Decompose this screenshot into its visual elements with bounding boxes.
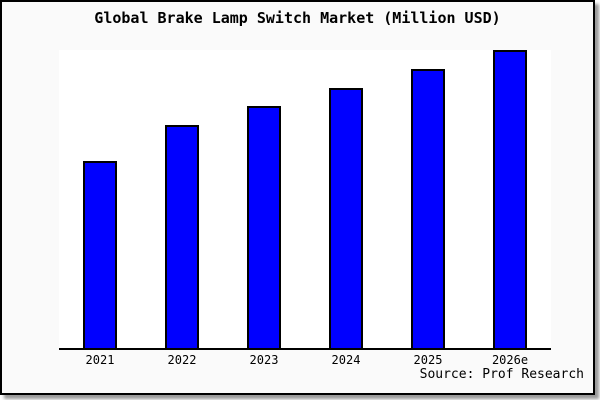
source-note: Source: Prof Research — [419, 367, 584, 382]
bar-2022 — [165, 125, 199, 348]
x-axis-label-2023: 2023 — [249, 353, 279, 367]
bar-2021 — [83, 161, 117, 348]
chart-title: Global Brake Lamp Switch Market (Million… — [94, 9, 501, 27]
x-axis-label-2022: 2022 — [167, 353, 197, 367]
x-axis-label-2021: 2021 — [85, 353, 115, 367]
bar-2024 — [329, 88, 363, 348]
bar-2025 — [411, 69, 445, 348]
bar-2026e — [493, 50, 527, 348]
bar-2023 — [247, 106, 281, 348]
x-axis-label-2026e: 2026e — [491, 353, 529, 367]
x-axis-label-2024: 2024 — [331, 353, 361, 367]
x-axis-label-2025: 2025 — [413, 353, 443, 367]
x-axis-labels: 2021 2022 2023 2024 2025 2026e — [59, 353, 551, 369]
chart-card: Global Brake Lamp Switch Market (Million… — [0, 0, 595, 395]
plot-area — [59, 50, 551, 350]
